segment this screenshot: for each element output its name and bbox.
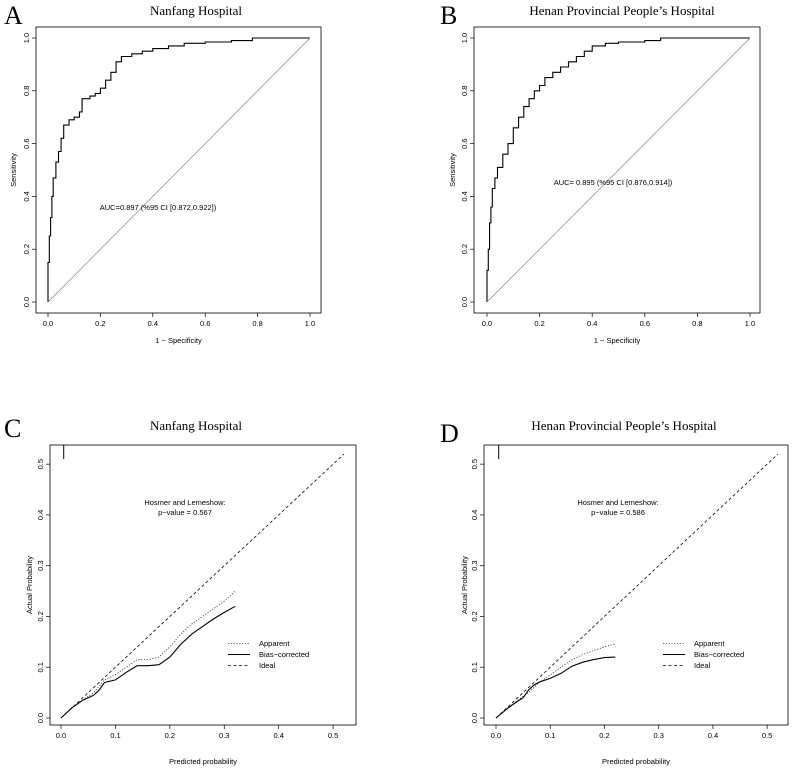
- y-tick-label: 1.0: [22, 33, 31, 43]
- y-tick-label: 0.0: [460, 297, 469, 307]
- x-tick-label: 0.4: [148, 319, 158, 328]
- panel-d: D Henan Provincial People’s Hospital 0.0 0.…: [440, 418, 789, 766]
- series-reference: [47, 37, 311, 303]
- auc-annotation: AUC= 0.895 (%95 CI [0.876,0.914]): [554, 178, 673, 187]
- series-reference: [486, 37, 751, 303]
- y-tick-label: 0.6: [22, 138, 31, 148]
- x-tick-label: 0.4: [708, 731, 718, 740]
- y-tick-label: 0.5: [36, 459, 45, 469]
- series-apparent: [495, 643, 616, 719]
- series-apparent: [60, 590, 236, 719]
- x-tick-label: 0.6: [640, 319, 650, 328]
- auc-annotation: AUC=0.897 (%95 CI [0.872,0.922]): [100, 203, 217, 212]
- legend-label: Apparent: [259, 639, 290, 648]
- y-tick-label: 0.1: [470, 662, 479, 672]
- x-tick-label: 0.4: [587, 319, 597, 328]
- y-tick-label: 0.3: [470, 560, 479, 570]
- x-tick-label: 0.3: [219, 731, 229, 740]
- panel-letter: B: [440, 1, 457, 30]
- x-tick-label: 0.2: [165, 731, 175, 740]
- y-tick-label: 0.0: [36, 713, 45, 723]
- chart-title: Nanfang Hospital: [150, 3, 242, 18]
- plot-frame: [483, 444, 789, 726]
- legend-label: Apparent: [694, 639, 725, 648]
- hosmer-lemeshow-annotation: p−value = 0.586: [591, 508, 645, 517]
- x-tick-label: 0.4: [273, 731, 283, 740]
- y-axis-label: Actual Probability: [460, 556, 469, 614]
- series-roc: [47, 37, 310, 302]
- x-tick-label: 0.2: [599, 731, 609, 740]
- x-axis-label: Predicted probability: [169, 757, 237, 766]
- x-tick-label: 0.6: [200, 319, 210, 328]
- x-tick-label: 0.2: [95, 319, 105, 328]
- panel-a: A Nanfang Hospital 0.0 0.2 0.4 0.6 0.8 1.0 0.0 0.…: [4, 1, 322, 345]
- y-tick-label: 0.2: [470, 611, 479, 621]
- y-tick-label: 0.3: [36, 560, 45, 570]
- x-axis-label: 1 − Specificity: [594, 336, 641, 345]
- plot-frame: [35, 26, 322, 314]
- legend-label: Bias−corrected: [259, 650, 309, 659]
- series-bias-corrected: [495, 656, 616, 719]
- x-axis-label: 1 − Specificity: [155, 336, 202, 345]
- panel-b: B Henan Provincial People’s Hospital 0.0 0.…: [440, 1, 761, 345]
- y-tick-label: 0.8: [460, 86, 469, 96]
- x-tick-label: 0.5: [328, 731, 338, 740]
- x-tick-label: 0.1: [110, 731, 120, 740]
- series-roc: [486, 37, 750, 302]
- y-tick-label: 0.0: [22, 297, 31, 307]
- x-tick-label: 0.5: [762, 731, 772, 740]
- chart-title: Henan Provincial People’s Hospital: [531, 418, 717, 433]
- plot-frame: [49, 444, 357, 726]
- legend-label: Ideal: [694, 661, 711, 670]
- y-tick-label: 0.2: [22, 244, 31, 254]
- y-tick-label: 0.4: [460, 191, 469, 201]
- y-tick-label: 0.2: [460, 244, 469, 254]
- panel-letter: C: [4, 414, 21, 443]
- y-axis-label: Sensitivity: [9, 153, 18, 187]
- legend: Apparent Bias−corrected Ideal: [663, 639, 744, 670]
- y-tick-label: 1.0: [460, 33, 469, 43]
- series-ideal: [495, 453, 779, 719]
- legend-label: Bias−corrected: [694, 650, 744, 659]
- x-tick-label: 0.0: [56, 731, 66, 740]
- y-tick-label: 0.4: [36, 510, 45, 520]
- x-tick-label: 0.8: [252, 319, 262, 328]
- hosmer-lemeshow-annotation: p−value = 0.567: [158, 508, 212, 517]
- x-tick-label: 0.8: [692, 319, 702, 328]
- x-tick-label: 0.0: [43, 319, 53, 328]
- hosmer-lemeshow-annotation: Hosmer and Lemeshow:: [144, 498, 225, 507]
- plot-frame: [473, 26, 761, 314]
- x-tick-label: 1.0: [745, 319, 755, 328]
- y-tick-label: 0.6: [460, 138, 469, 148]
- x-tick-label: 0.2: [534, 319, 544, 328]
- y-tick-label: 0.8: [22, 86, 31, 96]
- panel-letter: A: [4, 1, 23, 30]
- x-tick-label: 0.0: [491, 731, 501, 740]
- y-tick-label: 0.4: [22, 191, 31, 201]
- y-tick-label: 0.1: [36, 662, 45, 672]
- y-tick-label: 0.2: [36, 611, 45, 621]
- hosmer-lemeshow-annotation: Hosmer and Lemeshow:: [577, 498, 658, 507]
- y-tick-label: 0.0: [470, 713, 479, 723]
- x-tick-label: 0.0: [482, 319, 492, 328]
- legend-label: Ideal: [259, 661, 276, 670]
- y-axis-label: Sensitivity: [448, 153, 457, 187]
- series-ideal: [60, 453, 345, 719]
- panel-letter: D: [440, 419, 459, 448]
- x-axis-label: Predicted probability: [602, 757, 670, 766]
- y-axis-label: Actual Probability: [25, 556, 34, 614]
- legend: Apparent Bias−corrected Ideal: [228, 639, 309, 670]
- x-tick-label: 1.0: [305, 319, 315, 328]
- y-tick-label: 0.4: [470, 510, 479, 520]
- y-tick-label: 0.5: [470, 459, 479, 469]
- x-tick-label: 0.3: [653, 731, 663, 740]
- chart-title: Nanfang Hospital: [150, 418, 242, 433]
- series-bias-corrected: [60, 605, 236, 719]
- x-tick-label: 0.1: [545, 731, 555, 740]
- chart-title: Henan Provincial People’s Hospital: [529, 3, 715, 18]
- panel-c: C Nanfang Hospital 0.0 0.1 0.2 0.3 0.4 0.5 0.0 0.…: [4, 414, 357, 766]
